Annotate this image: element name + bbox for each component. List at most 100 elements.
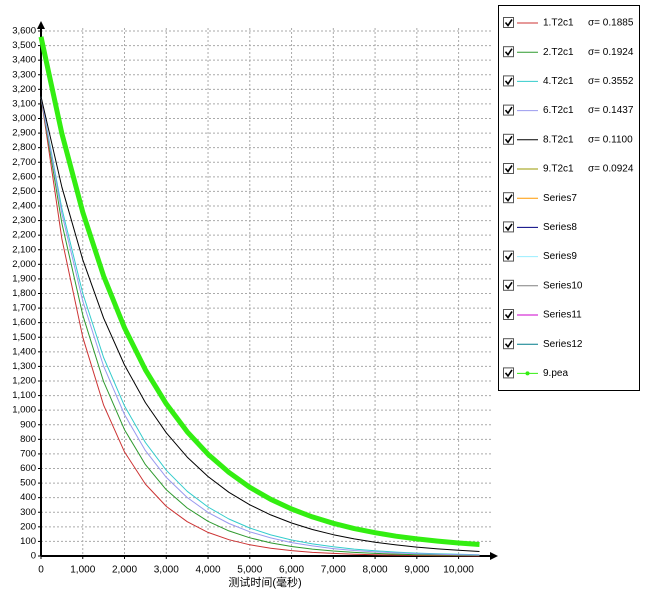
legend-item: Series11: [503, 309, 582, 321]
legend-label: 9.pea: [543, 368, 568, 379]
x-tick-label: 5,000: [237, 565, 262, 576]
legend-label: Series10: [543, 280, 583, 291]
y-tick-label: 2,400: [12, 201, 36, 212]
y-tick-label: 2,200: [12, 230, 36, 241]
legend-checkbox: [503, 46, 514, 58]
x-tick-label: 0: [38, 565, 44, 576]
y-tick-label: 300: [20, 507, 36, 518]
legend-item: 6.T2c1 σ= 0.1437: [503, 104, 634, 116]
legend-item: Series12: [503, 338, 583, 350]
y-tick-label: 1,200: [12, 376, 36, 387]
legend-checkbox: [503, 17, 514, 28]
x-tick-label: 10,000: [443, 565, 474, 576]
legend-label: 8.T2c1: [543, 134, 574, 145]
legend-item: 2.T2c1 σ= 0.1924: [503, 46, 634, 58]
legend-checkbox: [503, 163, 514, 174]
y-tick-label: 3,600: [12, 26, 36, 37]
legend-label: Series11: [543, 310, 582, 321]
legend-label: Series8: [543, 222, 577, 233]
y-tick-label: 200: [20, 521, 36, 532]
legend-check: [504, 281, 513, 290]
legend-checkbox: [503, 279, 514, 291]
legend-label: 4.T2c1: [543, 76, 574, 87]
y-tick-label: 600: [20, 463, 36, 474]
legend-sigma: σ= 0.0924: [588, 164, 634, 175]
legend-sigma: σ= 0.1437: [588, 105, 634, 116]
legend-label: 2.T2c1: [543, 47, 574, 58]
x-tick-label: 7,000: [321, 565, 346, 576]
x-tick-label: 8,000: [363, 565, 388, 576]
x-tick-label: 2,000: [112, 565, 137, 576]
series-line: [40, 96, 480, 552]
legend-checkbox: [503, 221, 514, 233]
legend-checkbox: [503, 309, 514, 320]
legend-label: Series9: [543, 251, 577, 262]
x-tick-label: 3,000: [154, 565, 179, 576]
y-tick-label: 1,600: [12, 317, 36, 328]
legend-label: 6.T2c1: [543, 105, 574, 116]
y-tick-label: 3,000: [12, 113, 36, 124]
y-tick-label: 900: [20, 419, 36, 430]
legend-sigma: σ= 0.1924: [588, 47, 634, 58]
series-line: [40, 96, 480, 557]
x-axis-arrow: [490, 552, 498, 560]
legend-item: 1.T2c1 σ= 0.1885: [503, 17, 634, 29]
series-line: [38, 36, 480, 547]
legend-check: [504, 252, 513, 261]
legend-item: 9.pea: [503, 367, 568, 379]
y-tick-label: 2,300: [12, 215, 36, 226]
y-tick-label: 2,100: [12, 244, 36, 255]
series-line: [40, 96, 480, 556]
y-tick-label: 100: [20, 536, 36, 547]
legend-item: 4.T2c1 σ= 0.3552: [503, 75, 634, 87]
legend-checkbox: [503, 133, 514, 145]
y-tick-label: 500: [20, 478, 36, 489]
legend-item: Series10: [503, 279, 583, 291]
legend-label: 9.T2c1: [543, 164, 574, 175]
y-tick-label: 1,500: [12, 332, 36, 343]
y-tick-label: 1,700: [12, 303, 36, 314]
y-tick-label: 0: [31, 551, 36, 562]
x-tick-label: 6,000: [279, 565, 304, 576]
x-tick-label: 4,000: [196, 565, 221, 576]
y-tick-label: 1,800: [12, 288, 36, 299]
series-line: [40, 96, 480, 556]
y-tick-label: 800: [20, 434, 36, 445]
legend-check: [504, 135, 513, 144]
legend-label: 1.T2c1: [543, 18, 574, 29]
x-tick-label: 1,000: [70, 565, 95, 576]
legend-item: Series9: [503, 250, 577, 262]
legend-check: [504, 369, 513, 378]
y-tick-label: 400: [20, 492, 36, 503]
y-axis-arrow: [37, 21, 45, 29]
y-tick-label: 3,300: [12, 69, 36, 80]
legend-checkbox: [503, 367, 514, 379]
y-tick-label: 2,800: [12, 142, 36, 153]
y-tick-label: 2,700: [12, 157, 36, 168]
legend-item: Series8: [503, 221, 577, 233]
legend-check: [504, 311, 513, 319]
legend-check: [504, 48, 513, 57]
legend-check: [504, 223, 513, 232]
y-tick-label: 1,000: [12, 405, 36, 416]
y-tick-label: 1,900: [12, 273, 36, 284]
y-tick-label: 2,000: [12, 259, 36, 270]
legend-checkbox: [503, 104, 514, 116]
legend-item: 8.T2c1 σ= 0.1100: [503, 133, 633, 145]
legend-check: [504, 194, 513, 203]
legend-item: 9.T2c1 σ= 0.0924: [503, 163, 634, 175]
x-axis-label: 测试时间(毫秒): [228, 575, 301, 589]
y-tick-label: 1,300: [12, 361, 36, 372]
series-line: [40, 96, 480, 556]
legend-marker: [525, 371, 530, 376]
legend-checkbox: [503, 192, 514, 204]
y-tick-label: 1,400: [12, 346, 36, 357]
y-tick-label: 3,100: [12, 98, 36, 109]
legend-check: [504, 19, 513, 27]
legend-label: Series7: [543, 193, 577, 204]
y-tick-label: 3,500: [12, 40, 36, 51]
legend-label: Series12: [543, 339, 583, 350]
legend-checkbox: [503, 250, 514, 262]
y-tick-label: 2,600: [12, 171, 36, 182]
